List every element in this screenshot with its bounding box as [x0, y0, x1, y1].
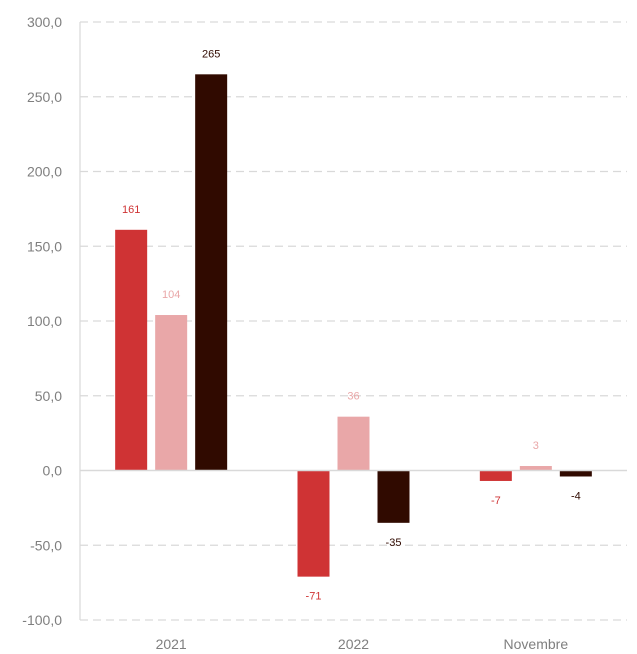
y-tick-label: 0,0: [43, 463, 63, 479]
x-tick-label: 2021: [156, 636, 187, 652]
bar: [337, 416, 370, 471]
x-tick-label: Novembre: [504, 636, 569, 652]
bar: [297, 470, 330, 577]
data-label: 3: [533, 440, 539, 452]
data-label: -71: [306, 591, 322, 603]
data-label: 36: [347, 391, 359, 403]
y-tick-label: 200,0: [27, 164, 62, 180]
y-tick-label: -50,0: [30, 537, 62, 553]
y-tick-label: 50,0: [35, 388, 62, 404]
y-tick-label: 250,0: [27, 89, 62, 105]
data-label: -35: [386, 537, 402, 549]
data-label: 104: [162, 289, 180, 301]
bar: [115, 229, 148, 471]
data-label: 161: [122, 204, 140, 216]
x-tick-label: 2022: [338, 636, 369, 652]
bar: [195, 74, 228, 471]
bars: [115, 74, 592, 577]
y-tick-label: 300,0: [27, 14, 62, 30]
y-tick-label: 150,0: [27, 238, 62, 254]
bar: [155, 315, 188, 471]
y-tick-label: 100,0: [27, 313, 62, 329]
x-axis: 2021 2022 Novembre: [80, 469, 627, 652]
y-axis: -100,0 -50,0 0,0 50,0 100,0 150,0 200,0 250,0 30…: [22, 14, 81, 628]
y-tick-label: -100,0: [22, 612, 62, 628]
data-label: -7: [491, 495, 501, 507]
bar: [519, 466, 552, 471]
bar: [377, 470, 410, 523]
data-label: 265: [202, 48, 220, 60]
data-labels: 161 104 265 -71 36 -35 -7 3 -4: [122, 48, 581, 602]
data-label: -4: [571, 490, 581, 502]
bar: [479, 470, 512, 481]
bar: [559, 470, 592, 477]
